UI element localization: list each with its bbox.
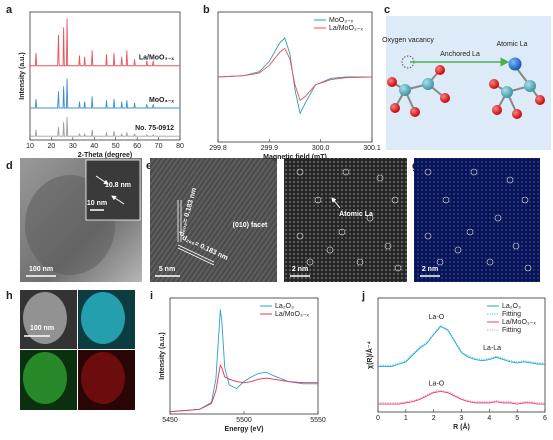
eds-maps: 100 nm: [20, 290, 135, 410]
y-axis-label: Intensity (a.u.): [19, 52, 26, 99]
x-tick-label: 50: [112, 143, 120, 150]
series-label: No. 75-0912: [135, 125, 174, 132]
x-tick-label: 30: [69, 143, 77, 150]
x-tick-label: 5500: [236, 417, 252, 424]
x-tick-label: 300.0: [312, 145, 330, 152]
legend-label: La₂O₃: [275, 303, 294, 310]
legend-label: Fitting: [502, 311, 521, 318]
hrtem-image: d₀₀₂= 0.183 nm d₂₀₀= 0.183 nm (010) face…: [150, 158, 277, 282]
scale-label: 5 nm: [159, 266, 175, 273]
x-tick-label: 299.9: [261, 145, 279, 152]
panel-label: a: [6, 4, 13, 16]
arrow-label: Anchored La: [440, 51, 480, 58]
haadf-image: Atomic La 2 nm: [284, 158, 407, 282]
y-axis-label: Intensity (a.u.): [159, 332, 166, 379]
legend-label: MoO₃₋ₓ: [329, 17, 354, 24]
vacancy-label: Oxygen vacancy: [382, 37, 434, 44]
atom-label: Atomic La: [339, 211, 373, 218]
panel-label: j: [361, 290, 365, 302]
legend-label: La/MoO₃₋ₓ: [502, 319, 536, 326]
x-axis-label: Magnetic field (mT): [263, 154, 327, 161]
x-tick-label: 80: [176, 143, 184, 150]
x-tick-label: 40: [90, 143, 98, 150]
x-axis-label: Energy (eV): [225, 426, 264, 433]
x-tick-label: 5450: [162, 417, 178, 424]
facet-label: (010) facet: [233, 222, 268, 229]
x-tick-label: 0: [376, 415, 380, 422]
panel-label: h: [6, 290, 13, 302]
size-label: 10.8 nm: [105, 182, 131, 189]
scale-label: 2 nm: [422, 266, 438, 273]
x-tick-label: 10: [26, 143, 34, 150]
series-line: [169, 309, 318, 413]
x-tick-label: 299.8: [209, 145, 227, 152]
annotation: La-La: [483, 345, 501, 352]
y-axis-label: χ(R)/Å⁻⁴: [365, 341, 374, 369]
series-line: [169, 364, 318, 413]
x-tick-label: 70: [155, 143, 163, 150]
x-axis-label: R (Å): [453, 422, 470, 431]
legend-label: La/MoO₃₋ₓ: [329, 25, 363, 32]
series-line: [378, 325, 545, 367]
diagram: Oxygen vacancy Anchored La Atomic La: [382, 16, 551, 150]
series-label: La/MoO₃₋ₓ: [139, 55, 175, 62]
x-tick-label: 1: [404, 415, 408, 422]
scale-label: 100 nm: [30, 325, 54, 332]
panel-label: d: [6, 160, 13, 172]
x-tick-label: 60: [133, 143, 141, 150]
series-line: [30, 116, 180, 137]
plot-frame: [29, 11, 181, 141]
scale-label: 10 nm: [87, 200, 107, 207]
inset: [85, 159, 141, 221]
scale-label: 100 nm: [29, 266, 53, 273]
series-line: [217, 47, 373, 102]
annotation: La-O: [429, 380, 445, 387]
legend-label: La₂O₃: [502, 303, 521, 310]
panel-label: i: [150, 290, 153, 302]
panel-label: e: [146, 160, 152, 172]
tem-image: 10.8 nm 10 nm 100 nm: [20, 158, 142, 282]
x-tick-label: 300.1: [363, 145, 381, 152]
panel-label: c: [384, 4, 390, 16]
scale-label: 2 nm: [292, 266, 308, 273]
legend-label: Fitting: [502, 327, 521, 334]
series-line: [30, 18, 180, 67]
x-tick-label: 5: [515, 415, 519, 422]
series-line: [378, 389, 545, 404]
x-tick-label: 6: [543, 415, 547, 422]
legend-label: La/MoO₃₋ₓ: [275, 311, 309, 318]
panel-label: b: [203, 4, 210, 16]
series-label: MoO₃₋ₓ: [149, 97, 174, 104]
colored-haadf-image: 2 nm: [414, 158, 540, 282]
series-line: [30, 78, 180, 109]
x-tick-label: 20: [48, 143, 56, 150]
series-line: [378, 391, 545, 405]
diagram-background: [386, 16, 551, 150]
x-tick-label: 5550: [310, 417, 326, 424]
x-tick-label: 2: [432, 415, 436, 422]
atoms: [387, 57, 545, 119]
x-axis-label: 2-Theta (degree): [78, 152, 132, 159]
series-line: [378, 324, 545, 366]
atom-label: Atomic La: [496, 41, 527, 48]
annotation: La-O: [429, 314, 445, 321]
x-tick-label: 3: [460, 415, 464, 422]
x-tick-label: 4: [487, 415, 491, 422]
